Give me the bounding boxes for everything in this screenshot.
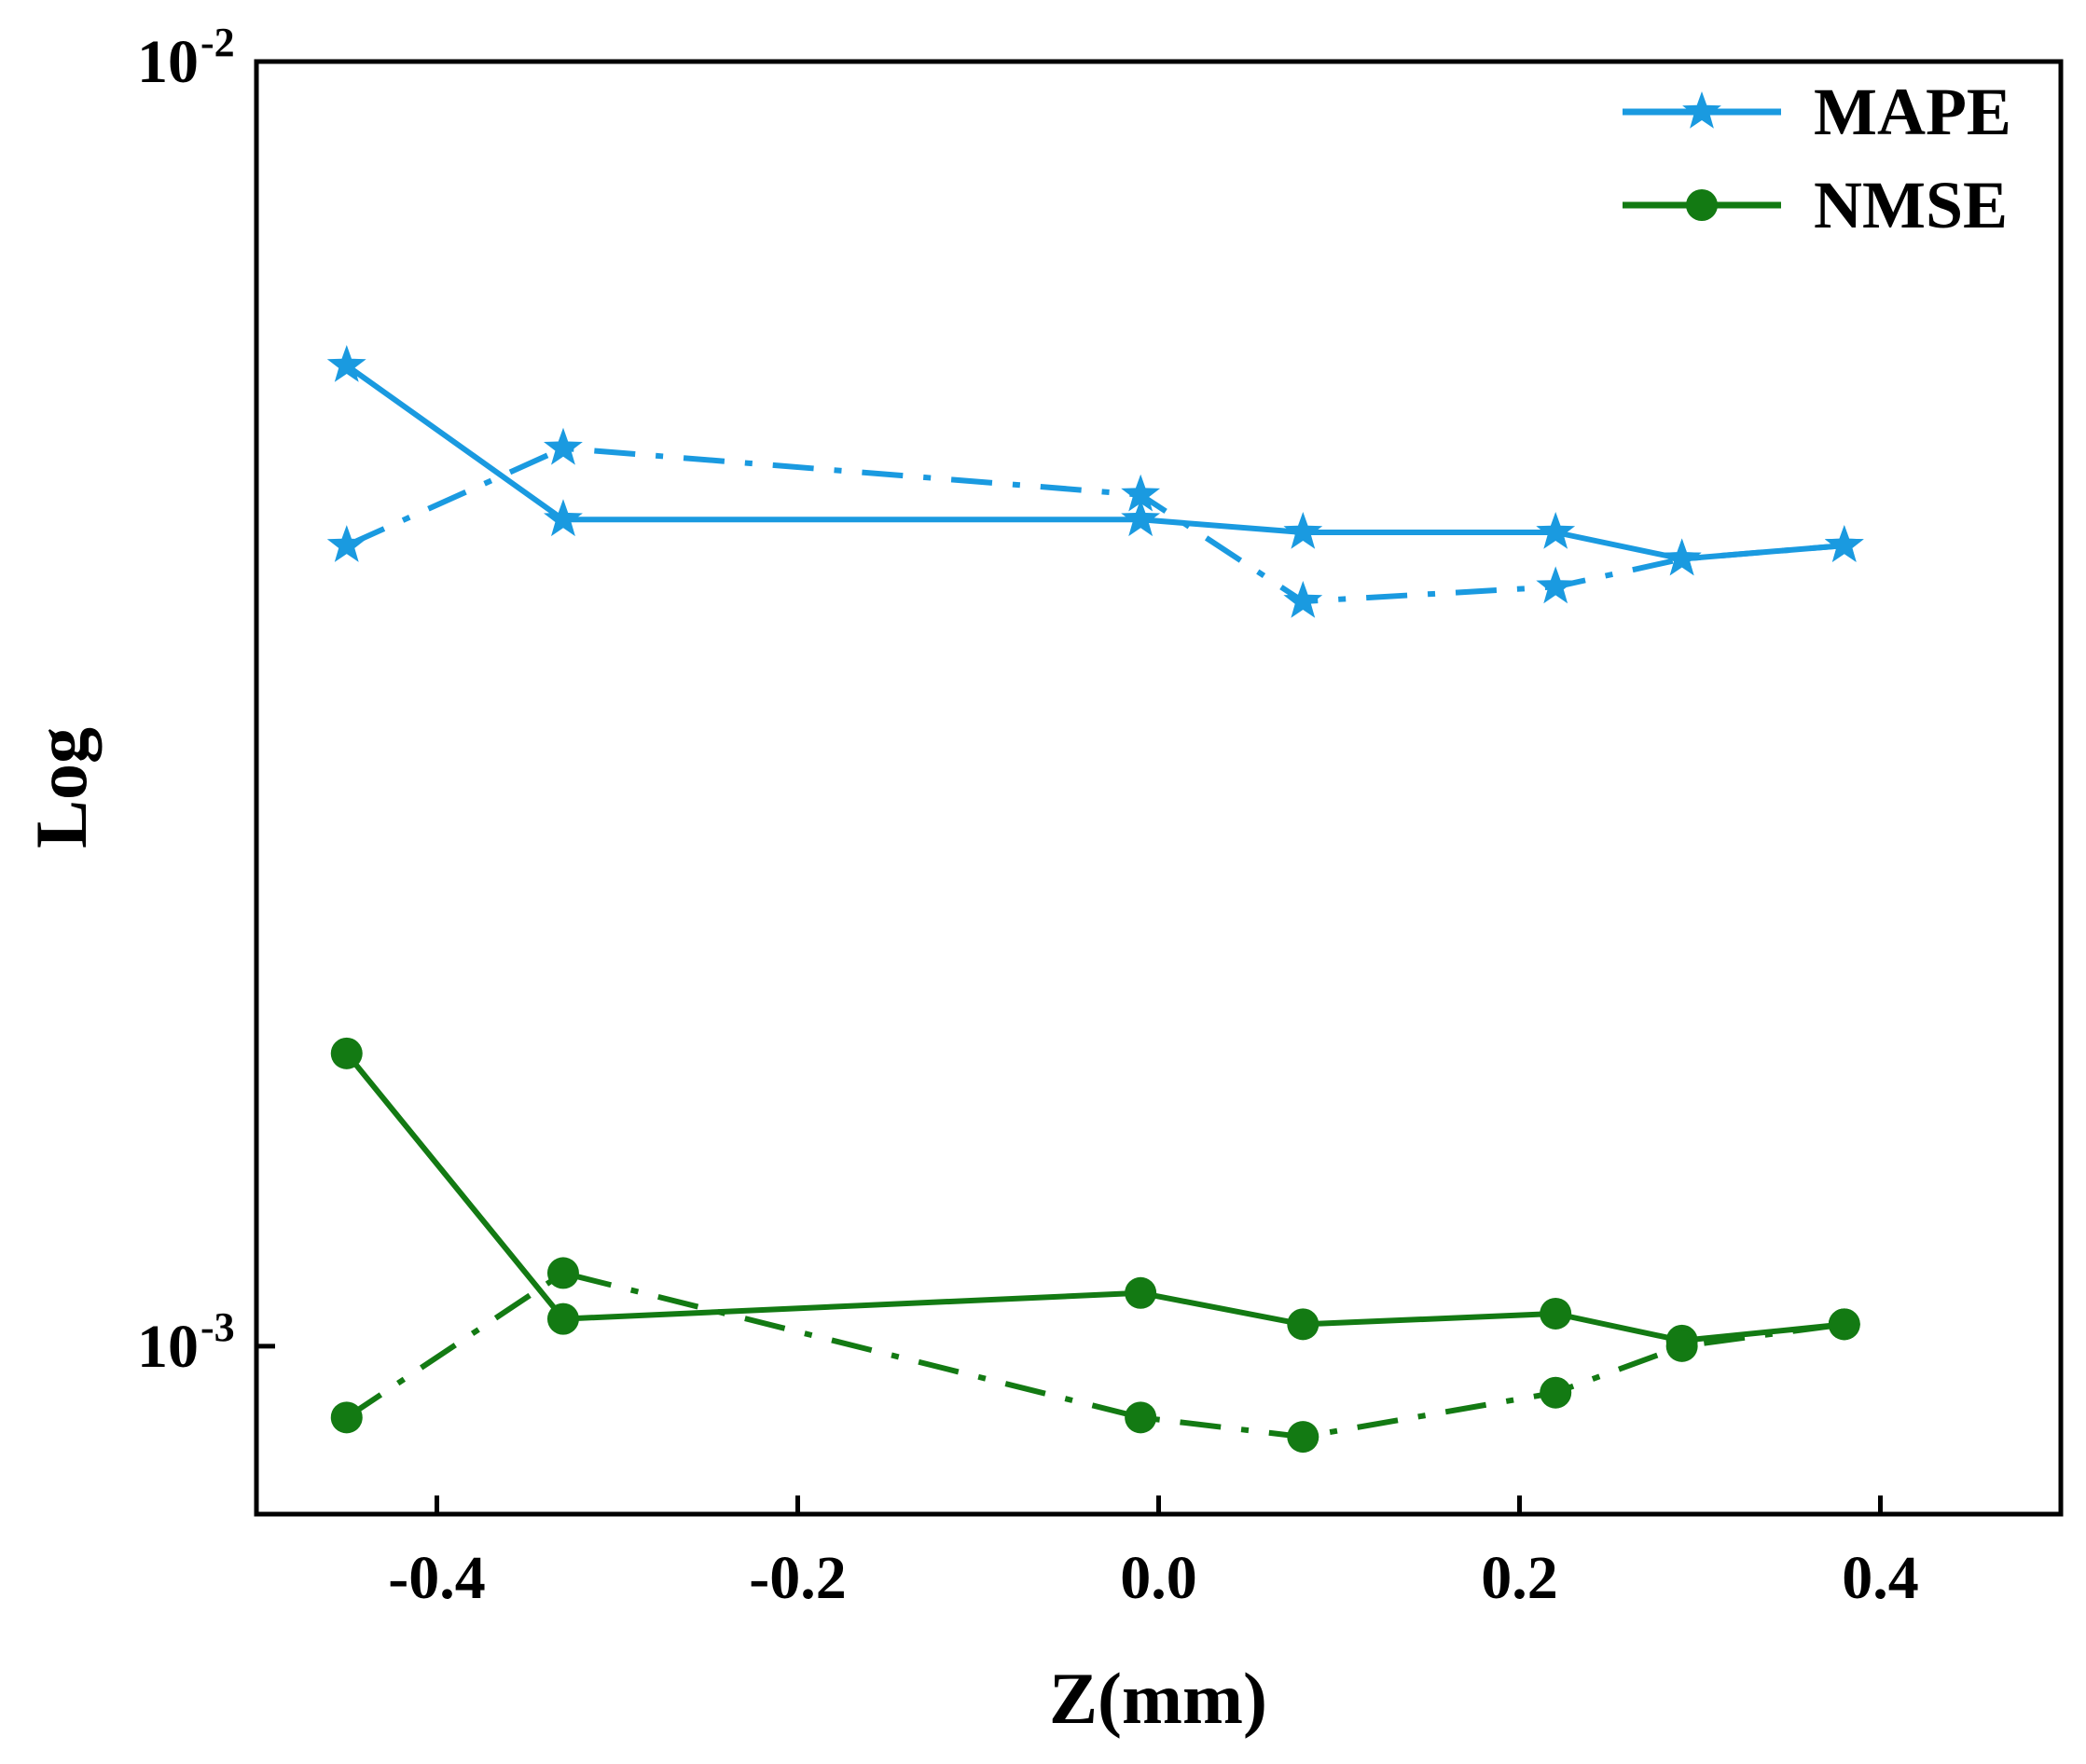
data-point-nmse — [546, 1302, 579, 1335]
data-point-mape — [1536, 512, 1576, 549]
x-axis-ticks: -0.4 -0.2 0.0 0.2 0.4 — [388, 1495, 1919, 1612]
data-point-nmse — [1828, 1308, 1860, 1341]
data-point-nmse — [1125, 1401, 1157, 1434]
data-point-nmse — [1287, 1421, 1319, 1454]
data-point-nmse — [1540, 1297, 1572, 1330]
x-tick-label: 0.4 — [1842, 1544, 1919, 1612]
legend-marker-nmse — [1686, 189, 1718, 221]
x-axis-label: Z(mm) — [1049, 1658, 1267, 1739]
data-point-mape — [544, 427, 583, 465]
series-line-nmse-solid — [344, 1051, 1845, 1344]
data-point-mape — [1824, 525, 1864, 562]
legend: MAPE NMSE — [1623, 75, 2011, 242]
y-axis-ticks: 10-210-3 — [137, 20, 275, 1381]
y-tick-exponent: -3 — [200, 1304, 235, 1350]
data-point-mape — [544, 499, 583, 537]
y-tick-label: 10 — [137, 28, 199, 96]
plot-area — [326, 345, 1864, 1454]
y-tick-base: 10 — [137, 1313, 199, 1381]
data-point-mape — [1121, 499, 1161, 537]
data-point-nmse — [1287, 1308, 1319, 1341]
y-axis-label: Log — [21, 727, 102, 848]
data-point-nmse — [1125, 1276, 1157, 1309]
legend-marker-mape — [1682, 91, 1721, 129]
data-point-mape — [1283, 512, 1323, 549]
legend-label-nmse: NMSE — [1814, 168, 2008, 242]
x-tick-label: 0.2 — [1481, 1544, 1558, 1612]
data-point-mape — [326, 525, 366, 562]
data-point-mape — [1283, 581, 1323, 618]
x-tick-label: -0.2 — [749, 1544, 846, 1612]
data-point-mape — [1662, 538, 1702, 576]
data-point-nmse — [1540, 1376, 1572, 1409]
data-point-nmse — [546, 1257, 579, 1289]
data-point-mape — [326, 345, 366, 382]
y-tick-exponent: -2 — [200, 20, 235, 65]
data-point-mape — [1121, 474, 1161, 512]
x-tick-label: 0.0 — [1120, 1544, 1197, 1612]
y-tick-base: 10 — [137, 28, 199, 96]
data-point-mape — [1536, 566, 1576, 604]
data-point-nmse — [1665, 1330, 1698, 1362]
data-point-nmse — [330, 1037, 363, 1069]
data-point-nmse — [330, 1401, 363, 1434]
x-tick-label: -0.4 — [388, 1544, 485, 1612]
legend-label-mape: MAPE — [1814, 75, 2011, 149]
y-tick-label: 10 — [137, 1313, 199, 1381]
